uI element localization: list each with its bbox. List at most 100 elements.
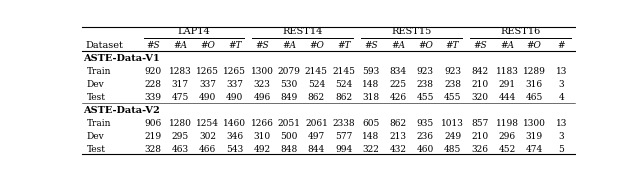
Text: 848: 848	[280, 145, 298, 154]
Text: 485: 485	[444, 145, 461, 154]
Text: 213: 213	[390, 132, 406, 141]
Text: Test: Test	[86, 145, 106, 154]
Text: 323: 323	[253, 80, 271, 89]
Text: 148: 148	[362, 80, 380, 89]
Text: 302: 302	[199, 132, 216, 141]
Text: 2145: 2145	[305, 67, 328, 75]
Text: 530: 530	[280, 80, 298, 89]
Text: 326: 326	[471, 145, 488, 154]
Text: 490: 490	[199, 93, 216, 102]
Text: #O: #O	[418, 41, 433, 49]
Text: 475: 475	[172, 93, 189, 102]
Text: ASTE-Data-V1: ASTE-Data-V1	[83, 54, 160, 62]
Text: 322: 322	[362, 145, 380, 154]
Text: Dev: Dev	[86, 80, 104, 89]
Text: 328: 328	[145, 145, 162, 154]
Text: Dataset: Dataset	[85, 41, 123, 49]
Text: 426: 426	[390, 93, 406, 102]
Text: 862: 862	[308, 93, 325, 102]
Text: 524: 524	[308, 80, 325, 89]
Text: 474: 474	[525, 145, 543, 154]
Text: #: #	[557, 41, 565, 49]
Text: 3: 3	[559, 80, 564, 89]
Text: 238: 238	[417, 80, 434, 89]
Text: #A: #A	[282, 41, 296, 49]
Text: 460: 460	[417, 145, 434, 154]
Text: 923: 923	[417, 67, 434, 75]
Text: 452: 452	[499, 145, 516, 154]
Text: 310: 310	[253, 132, 271, 141]
Text: 857: 857	[471, 119, 488, 128]
Text: 862: 862	[390, 119, 406, 128]
Text: 465: 465	[525, 93, 543, 102]
Text: #O: #O	[309, 41, 324, 49]
Text: 500: 500	[280, 132, 298, 141]
Text: #T: #T	[228, 41, 241, 49]
Text: 346: 346	[226, 132, 243, 141]
Text: REST16: REST16	[500, 27, 541, 36]
Text: 1460: 1460	[223, 119, 246, 128]
Text: 1265: 1265	[223, 67, 246, 75]
Text: 849: 849	[280, 93, 298, 102]
Text: 1013: 1013	[441, 119, 464, 128]
Text: 490: 490	[226, 93, 243, 102]
Text: 1265: 1265	[196, 67, 219, 75]
Text: 1283: 1283	[169, 67, 192, 75]
Text: 13: 13	[556, 119, 567, 128]
Text: 236: 236	[417, 132, 434, 141]
Text: #O: #O	[527, 41, 541, 49]
Text: 2061: 2061	[305, 119, 328, 128]
Text: 238: 238	[444, 80, 461, 89]
Text: 2145: 2145	[332, 67, 355, 75]
Text: 319: 319	[525, 132, 543, 141]
Text: 316: 316	[525, 80, 543, 89]
Text: #T: #T	[446, 41, 460, 49]
Text: 337: 337	[199, 80, 216, 89]
Text: 577: 577	[335, 132, 353, 141]
Text: 339: 339	[145, 93, 162, 102]
Text: Dev: Dev	[86, 132, 104, 141]
Text: 844: 844	[308, 145, 325, 154]
Text: 295: 295	[172, 132, 189, 141]
Text: 1183: 1183	[495, 67, 518, 75]
Text: #S: #S	[473, 41, 486, 49]
Text: 432: 432	[390, 145, 406, 154]
Text: 1280: 1280	[169, 119, 192, 128]
Text: 1198: 1198	[495, 119, 518, 128]
Text: 2338: 2338	[332, 119, 355, 128]
Text: #S: #S	[364, 41, 378, 49]
Text: #S: #S	[147, 41, 160, 49]
Text: 249: 249	[444, 132, 461, 141]
Text: 2051: 2051	[278, 119, 301, 128]
Text: 605: 605	[362, 119, 380, 128]
Text: 210: 210	[471, 80, 488, 89]
Text: 1266: 1266	[251, 119, 273, 128]
Text: 3: 3	[559, 132, 564, 141]
Text: 834: 834	[390, 67, 406, 75]
Text: #A: #A	[391, 41, 405, 49]
Text: 219: 219	[145, 132, 162, 141]
Text: #T: #T	[337, 41, 351, 49]
Text: 466: 466	[199, 145, 216, 154]
Text: 524: 524	[335, 80, 352, 89]
Text: LAP14: LAP14	[177, 27, 211, 36]
Text: 291: 291	[499, 80, 516, 89]
Text: 920: 920	[145, 67, 162, 75]
Text: REST15: REST15	[392, 27, 432, 36]
Text: 318: 318	[362, 93, 380, 102]
Text: 935: 935	[417, 119, 434, 128]
Text: 317: 317	[172, 80, 189, 89]
Text: 1300: 1300	[523, 119, 546, 128]
Text: Test: Test	[86, 93, 106, 102]
Text: 296: 296	[499, 132, 516, 141]
Text: 497: 497	[308, 132, 325, 141]
Text: 228: 228	[145, 80, 162, 89]
Text: 225: 225	[390, 80, 406, 89]
Text: 455: 455	[417, 93, 434, 102]
Text: 543: 543	[226, 145, 243, 154]
Text: #A: #A	[173, 41, 188, 49]
Text: 593: 593	[362, 67, 380, 75]
Text: Train: Train	[86, 67, 111, 75]
Text: 862: 862	[335, 93, 352, 102]
Text: 148: 148	[362, 132, 380, 141]
